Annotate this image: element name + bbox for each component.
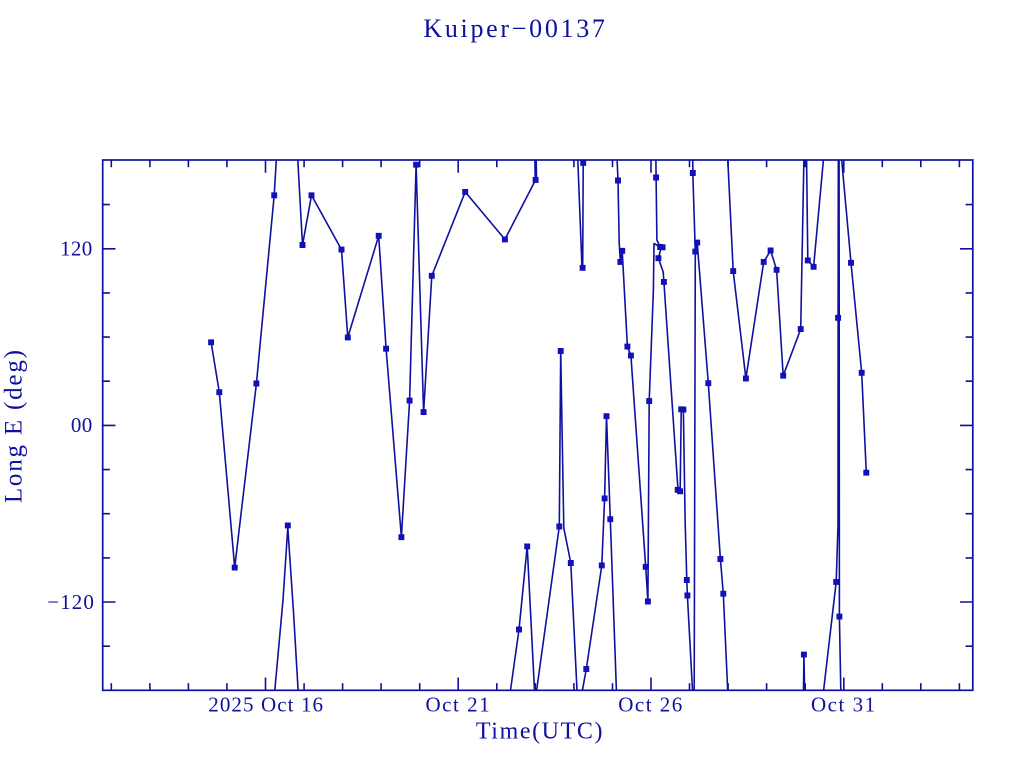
svg-text:Oct 31: Oct 31 [811,693,877,717]
svg-text:00: 00 [71,413,93,437]
svg-text:−120: −120 [47,590,95,614]
svg-text:120: 120 [60,237,92,261]
svg-text:Time(UTC): Time(UTC) [476,719,604,745]
svg-text:2025 Oct 16: 2025 Oct 16 [208,693,324,717]
svg-text:Long E (deg): Long E (deg) [1,348,28,503]
svg-text:Oct 26: Oct 26 [618,693,684,717]
svg-text:Kuiper−00137: Kuiper−00137 [423,14,607,43]
svg-text:Oct 21: Oct 21 [426,693,492,717]
